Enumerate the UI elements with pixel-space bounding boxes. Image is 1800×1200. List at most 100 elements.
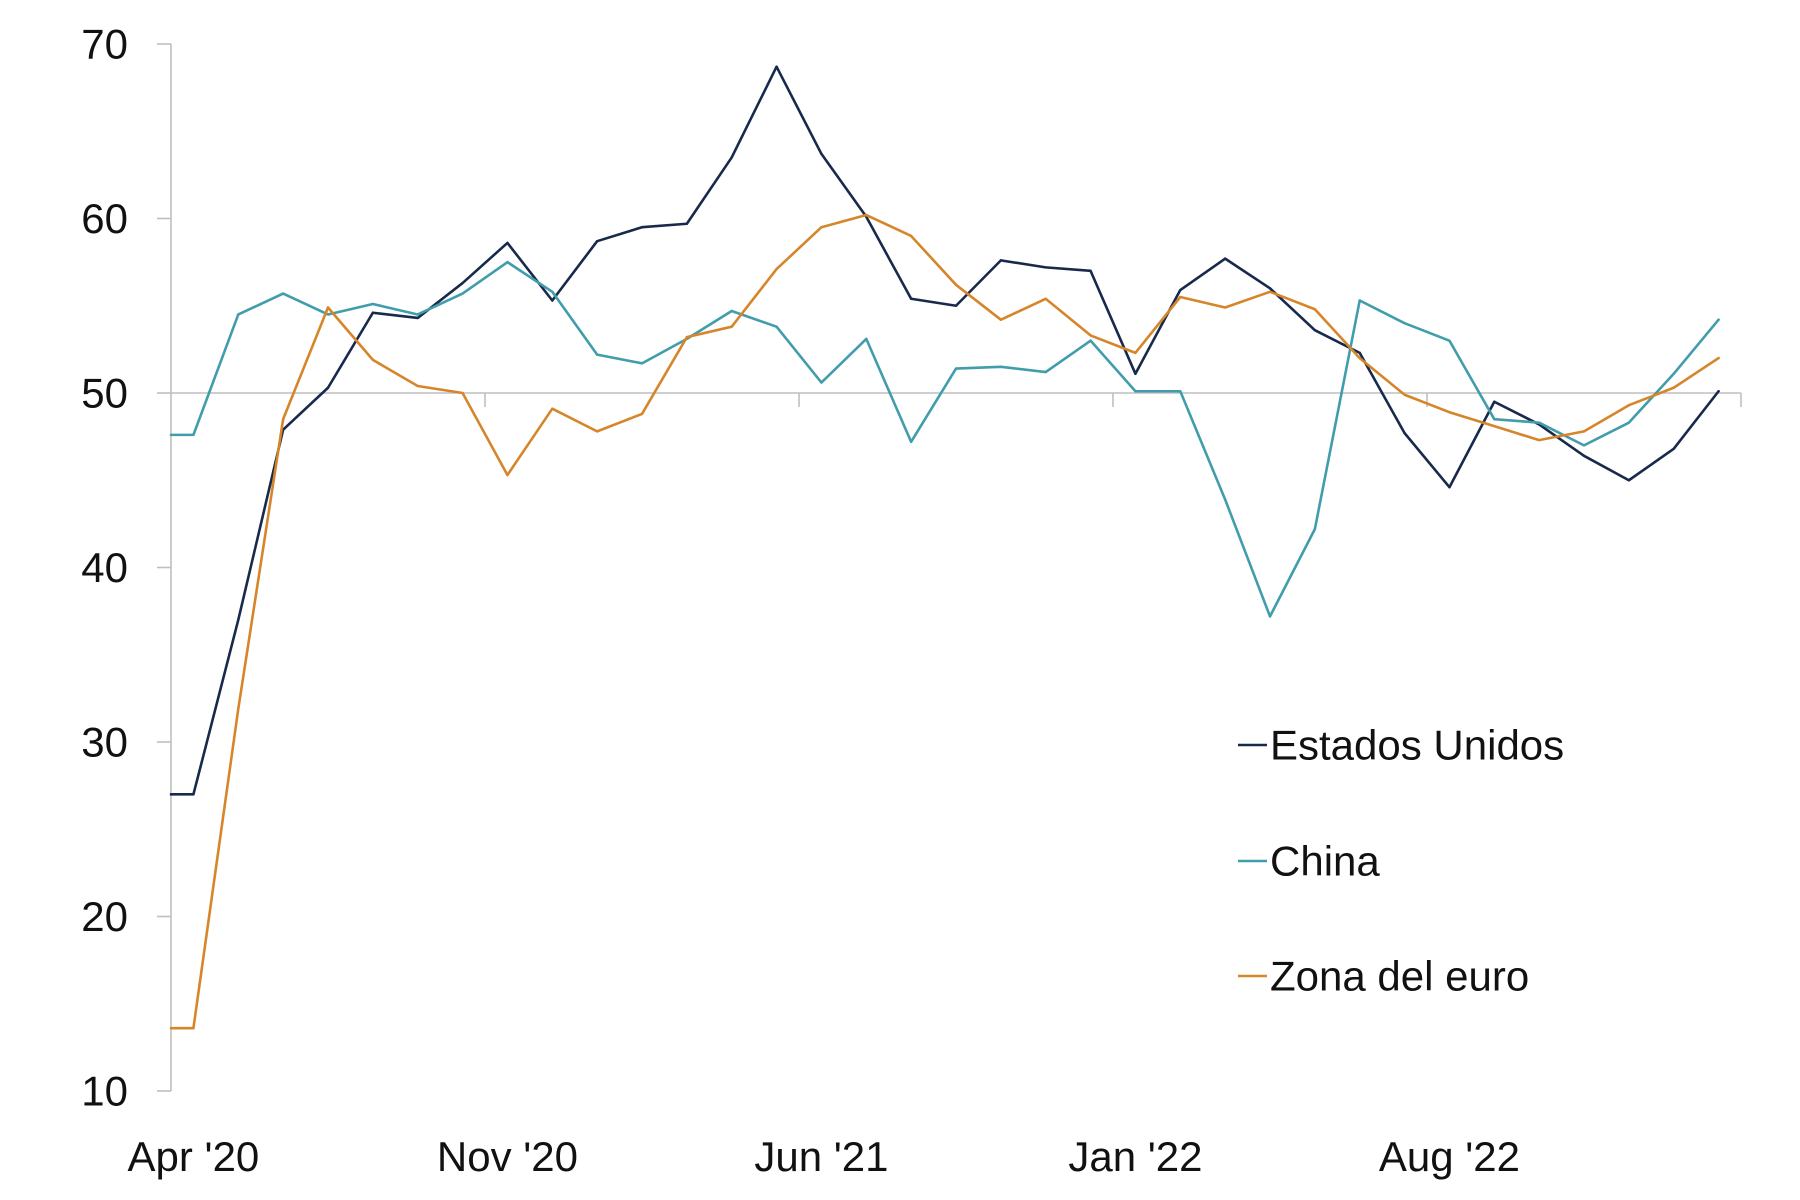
data-point — [1627, 421, 1631, 424]
data-point — [1672, 447, 1675, 451]
data-point — [192, 433, 195, 437]
data-point — [595, 353, 599, 356]
data-point — [1717, 318, 1720, 321]
data-point — [1717, 356, 1720, 360]
data-point — [1582, 454, 1586, 458]
data-point — [909, 297, 913, 300]
series-line-china — [169, 260, 1720, 618]
data-point — [1089, 339, 1092, 342]
data-point — [506, 473, 509, 477]
data-point — [371, 302, 375, 306]
legend-item-zona-del-euro: Zona del euro — [1238, 953, 1529, 1000]
data-point — [1134, 351, 1137, 355]
x-axis-ticks: Apr '20 Nov '20 Jun '21 Jan '22 Aug '22 — [128, 392, 1742, 1180]
data-point — [416, 384, 419, 388]
data-point — [1179, 288, 1182, 292]
data-point — [371, 358, 375, 362]
data-point — [1403, 322, 1406, 325]
legend-label: Estados Unidos — [1270, 722, 1564, 769]
data-point — [326, 306, 330, 309]
data-point — [820, 381, 823, 384]
data-point — [1313, 527, 1317, 531]
data-point — [551, 299, 554, 302]
data-point — [1358, 299, 1361, 302]
data-point — [1493, 400, 1496, 403]
data-point — [1627, 479, 1631, 482]
y-tick-label: 70 — [81, 21, 128, 68]
y-tick-label: 50 — [81, 370, 128, 417]
data-point — [595, 430, 599, 433]
data-point — [237, 707, 240, 711]
data-point — [1537, 421, 1541, 424]
data-point — [954, 304, 958, 307]
data-point — [820, 226, 823, 229]
data-point — [1179, 295, 1182, 299]
data-point — [461, 281, 464, 285]
legend-label: China — [1270, 838, 1380, 885]
data-point — [640, 226, 644, 229]
series-lines — [169, 65, 1720, 1030]
series-zona-del-euro — [169, 213, 1720, 1030]
x-tick-label: Jan '22 — [1068, 1133, 1202, 1180]
data-point — [461, 292, 464, 295]
data-point — [1582, 444, 1586, 447]
data-point — [865, 337, 868, 341]
data-point — [685, 335, 689, 339]
y-tick-label: 40 — [81, 544, 128, 591]
data-point — [1448, 486, 1451, 489]
data-point — [775, 267, 778, 271]
data-point — [416, 313, 419, 316]
series-line-estados-unidos — [169, 65, 1720, 796]
data-point — [999, 259, 1003, 262]
legend-label: Zona del euro — [1270, 953, 1529, 1000]
series-estados-unidos — [169, 65, 1720, 796]
data-point — [1134, 390, 1137, 393]
data-point — [730, 309, 733, 313]
data-point — [775, 325, 778, 328]
data-point — [595, 239, 599, 243]
data-point — [326, 386, 330, 389]
y-tick-label: 10 — [81, 1068, 128, 1115]
data-point — [865, 213, 868, 217]
data-point — [371, 311, 375, 314]
series-line-zona-del-euro — [169, 213, 1720, 1030]
y-tick-label: 30 — [81, 719, 128, 766]
data-point — [1403, 393, 1406, 396]
data-point — [1493, 424, 1496, 428]
data-point — [999, 365, 1003, 369]
data-point — [192, 793, 195, 796]
data-point — [640, 362, 644, 365]
data-point — [820, 152, 823, 156]
data-point — [954, 283, 958, 287]
x-tick-label: Jun '21 — [754, 1133, 888, 1180]
data-point — [730, 156, 733, 159]
data-point — [506, 241, 509, 245]
data-point — [1627, 404, 1631, 407]
y-tick-label: 60 — [81, 195, 128, 242]
data-point — [1582, 430, 1586, 433]
series-china — [169, 260, 1720, 618]
data-point — [1493, 417, 1496, 421]
data-point — [1044, 266, 1047, 269]
data-point — [237, 618, 240, 622]
data-point — [1268, 615, 1272, 618]
x-tick-label: Nov '20 — [437, 1133, 578, 1180]
data-point — [192, 1026, 195, 1030]
data-point — [1223, 306, 1227, 309]
data-point — [1223, 257, 1227, 260]
data-point — [1448, 411, 1451, 414]
data-point — [1537, 438, 1541, 442]
legend-item-china: China — [1238, 838, 1380, 885]
legend-item-estados-unidos: Estados Unidos — [1238, 722, 1564, 769]
data-point — [281, 417, 285, 421]
data-point — [506, 260, 509, 264]
data-point — [1223, 498, 1227, 501]
x-tick-label: Apr '20 — [128, 1133, 260, 1180]
data-point — [1089, 269, 1092, 273]
data-point — [1089, 334, 1092, 337]
data-point — [685, 222, 689, 225]
data-point — [551, 290, 554, 293]
data-point — [461, 391, 464, 395]
